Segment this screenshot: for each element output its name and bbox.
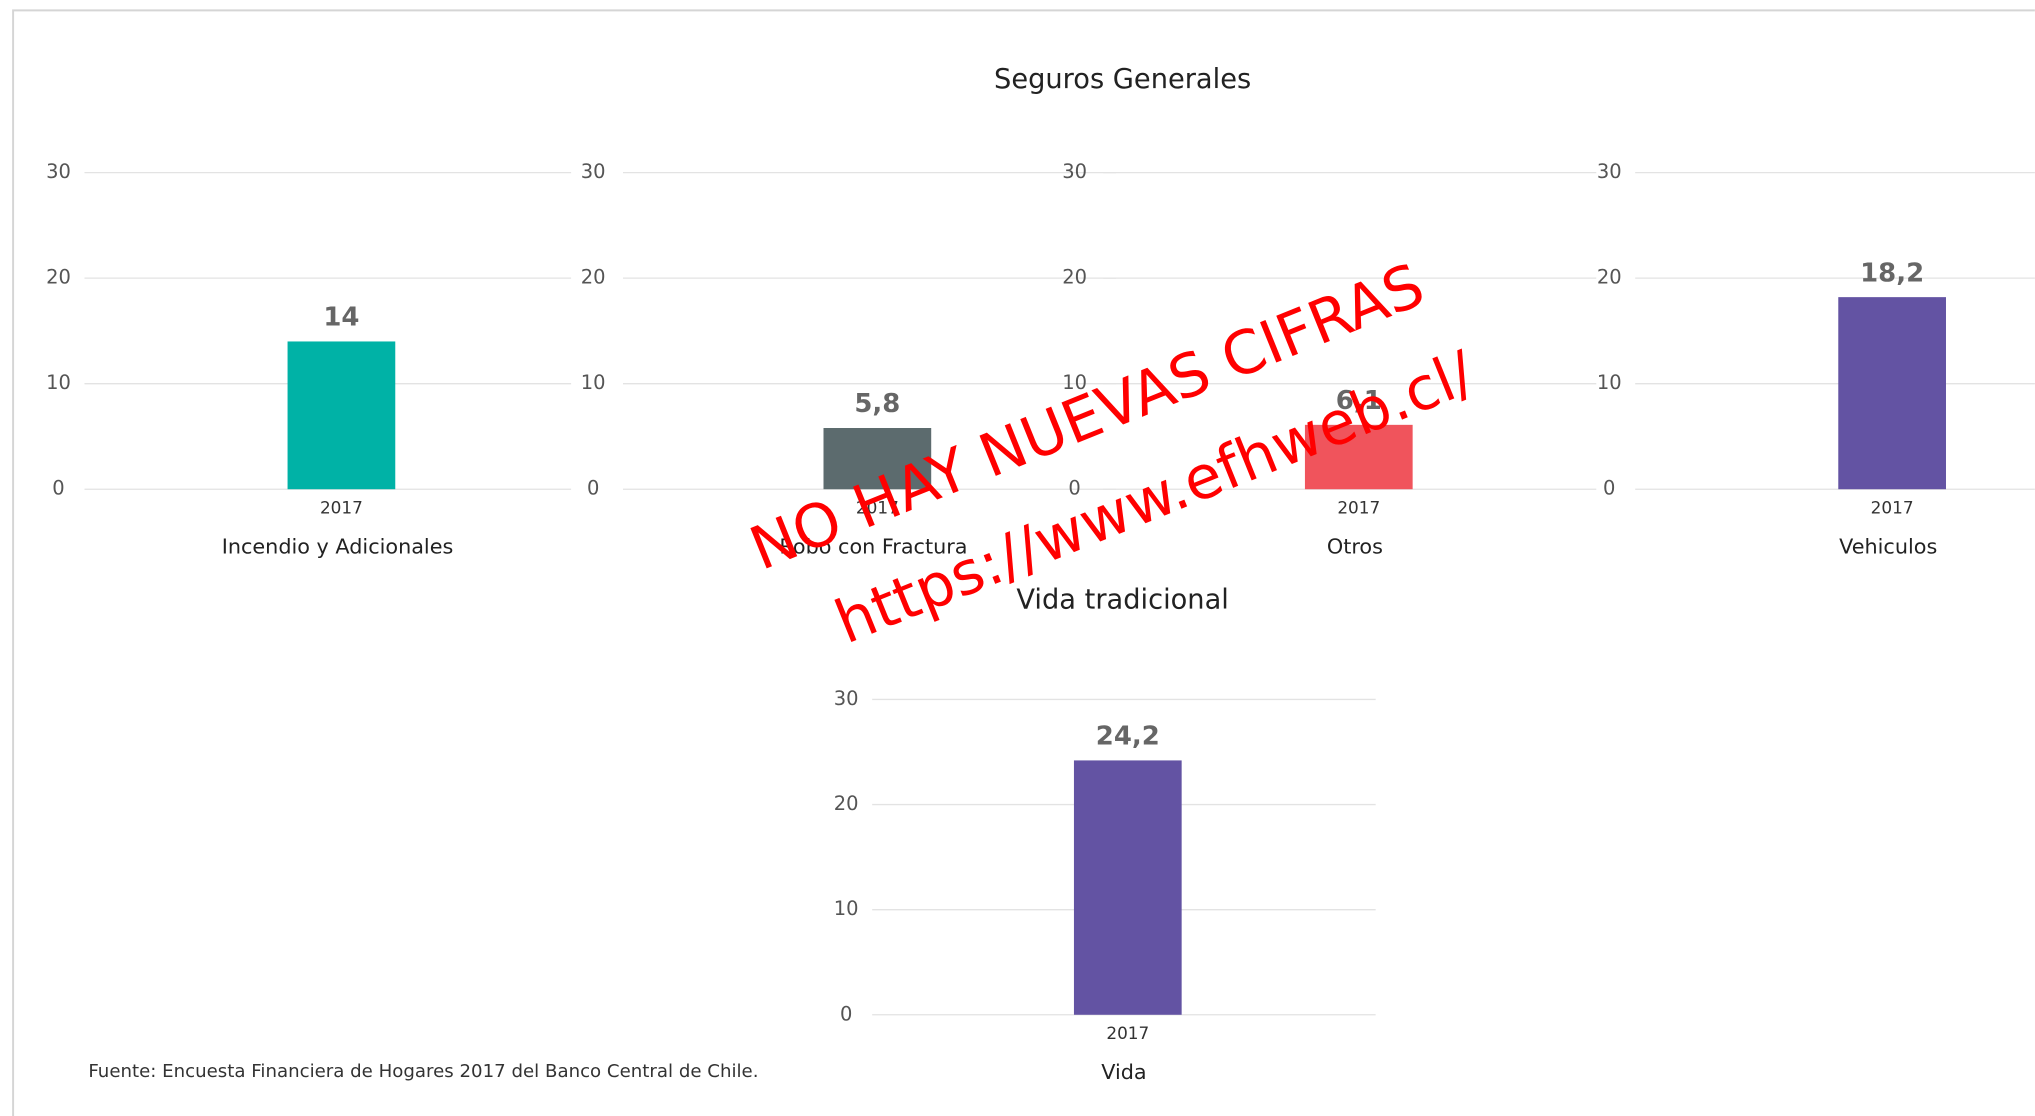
y-tick-label: 20 — [581, 266, 606, 289]
value-label: 14 — [323, 303, 359, 333]
y-tick-label: 30 — [581, 160, 606, 183]
x-tick-label: 2017 — [1871, 498, 1914, 518]
y-tick-label: 0 — [52, 477, 64, 500]
y-tick-label: 0 — [1603, 477, 1615, 500]
y-tick-label: 30 — [834, 687, 859, 710]
y-tick-label: 30 — [1062, 160, 1087, 183]
y-tick-label: 20 — [1062, 266, 1087, 289]
bar — [287, 341, 396, 490]
section-title: Vida tradicional — [1016, 584, 1229, 615]
frame — [12, 9, 2035, 1116]
bar — [823, 428, 932, 490]
y-tick-label: 0 — [840, 1002, 852, 1025]
value-label: 5,8 — [854, 389, 900, 419]
x-tick-label: 2017 — [1106, 1023, 1149, 1043]
y-tick-label: 10 — [1062, 371, 1087, 394]
bar — [1073, 760, 1182, 1015]
y-tick-label: 20 — [46, 266, 71, 289]
y-tick-label: 10 — [46, 371, 71, 394]
y-tick-label: 20 — [1597, 266, 1622, 289]
y-tick-label: 10 — [1597, 371, 1622, 394]
x-tick-label: 2017 — [1337, 498, 1380, 518]
bar — [1304, 424, 1413, 490]
x-axis-label: Robo con Fractura — [779, 535, 967, 559]
y-tick-label: 0 — [587, 477, 599, 500]
x-axis-label: Incendio y Adicionales — [222, 535, 454, 559]
bar — [1838, 297, 1946, 490]
x-tick-label: 2017 — [320, 498, 363, 518]
value-label: 18,2 — [1860, 258, 1924, 288]
section-title: Seguros Generales — [994, 64, 1251, 95]
charts: 0 10 20 30 14 2017 Incendio y Adicionales 0 10 20… — [46, 160, 2035, 1084]
source-note: Fuente: Encuesta Financiera de Hogares 2… — [88, 1061, 758, 1082]
value-label: 24,2 — [1096, 722, 1160, 752]
y-tick-label: 20 — [834, 792, 859, 815]
x-axis-label: Vehiculos — [1839, 535, 1937, 559]
y-tick-label: 10 — [581, 371, 606, 394]
value-label: 6,1 — [1336, 386, 1382, 416]
x-tick-label: 2017 — [856, 498, 899, 518]
y-tick-label: 10 — [834, 897, 859, 920]
y-tick-label: 30 — [46, 160, 71, 183]
y-tick-label: 0 — [1068, 477, 1080, 500]
y-tick-label: 30 — [1597, 160, 1622, 183]
x-axis-label: Vida — [1101, 1060, 1146, 1084]
x-axis-label: Otros — [1327, 535, 1383, 559]
